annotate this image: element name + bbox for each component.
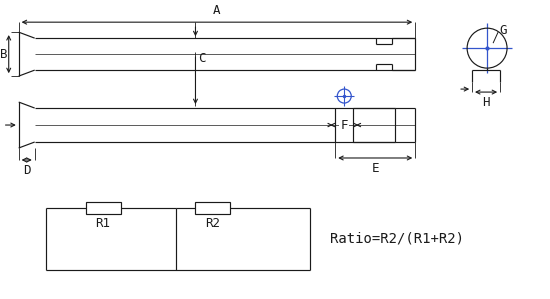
Text: F: F — [340, 118, 348, 132]
Text: H: H — [482, 96, 490, 109]
Bar — [86, 202, 120, 214]
Text: E: E — [371, 162, 379, 175]
Text: Ratio=R2/(R1+R2): Ratio=R2/(R1+R2) — [331, 232, 464, 246]
Text: R2: R2 — [206, 217, 221, 230]
Text: A: A — [213, 4, 221, 17]
Text: C: C — [199, 52, 206, 65]
Text: G: G — [499, 24, 507, 37]
Bar — [195, 202, 230, 214]
Text: B: B — [0, 48, 8, 61]
Text: D: D — [23, 164, 30, 177]
Text: R1: R1 — [96, 217, 111, 230]
